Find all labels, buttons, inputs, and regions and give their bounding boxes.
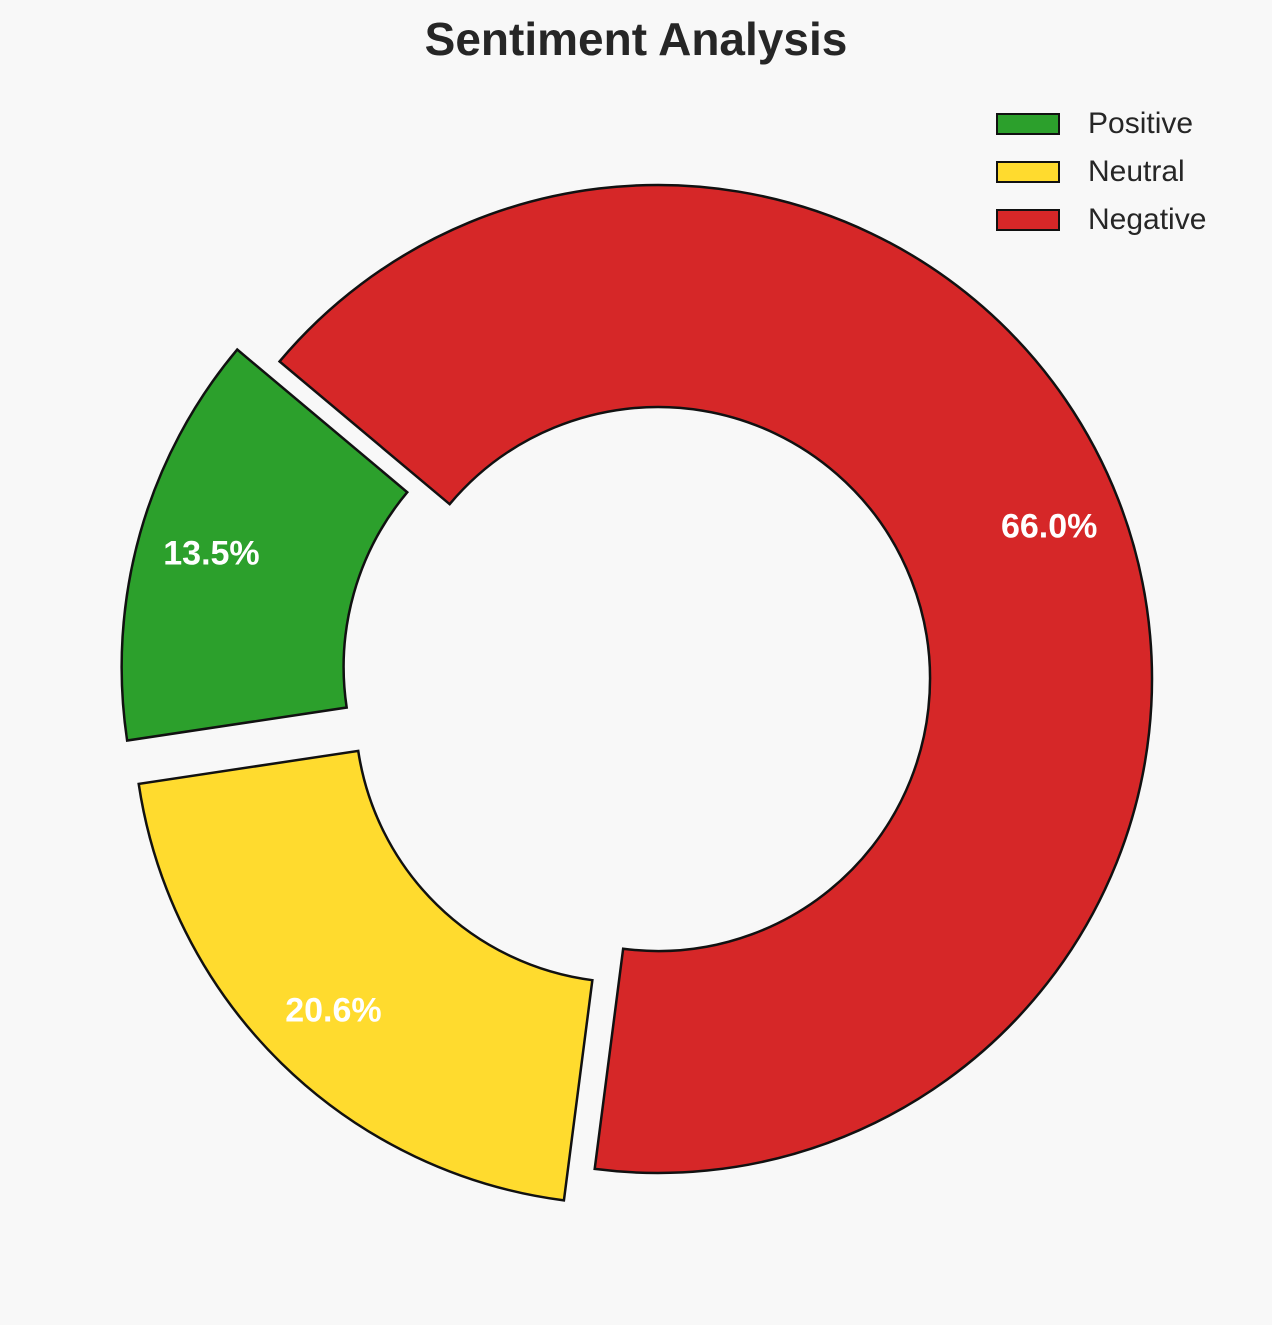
legend-label: Negative [1088,203,1207,236]
legend-swatch-positive [996,113,1060,135]
legend-item-negative: Negative [996,196,1206,244]
wedge-neutral [137,749,594,1202]
legend: Positive Neutral Negative [996,100,1206,244]
legend-swatch-negative [996,209,1060,231]
legend-label: Positive [1088,107,1194,140]
chart-title: Sentiment Analysis [424,13,848,65]
data-label-negative: 66.0% [1001,507,1097,545]
legend-item-positive: Positive [996,100,1206,148]
wedge-positive [120,347,410,742]
data-label-positive: 13.5% [163,534,259,572]
legend-label: Neutral [1088,155,1185,188]
legend-swatch-neutral [996,161,1060,183]
wedge-negative [277,183,1154,1175]
legend-item-neutral: Neutral [996,148,1206,196]
data-label-neutral: 20.6% [285,991,381,1029]
